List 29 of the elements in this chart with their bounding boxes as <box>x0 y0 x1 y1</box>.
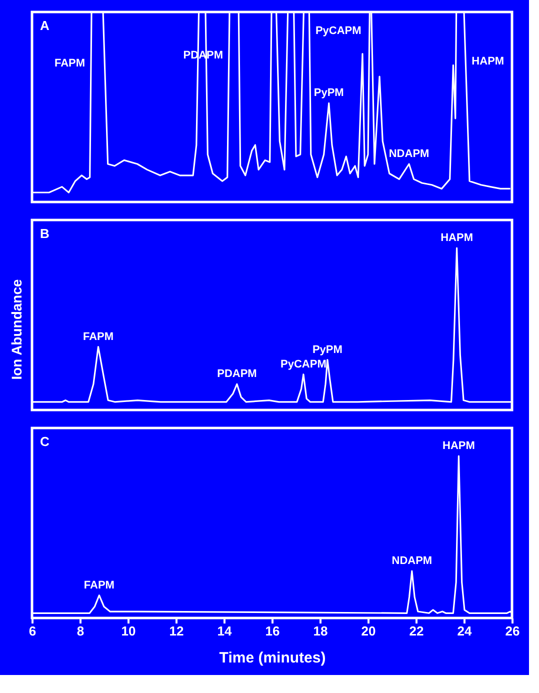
annotation: PDAPM <box>217 368 257 380</box>
x-tick-label: 26 <box>505 624 520 638</box>
annotation: HAPM <box>440 232 473 244</box>
annotation: PyCAPM <box>315 25 362 37</box>
y-axis-title: Ion Abundance <box>8 278 24 380</box>
annotation: PyPM <box>314 87 344 100</box>
annotation: PyCAPM <box>280 358 326 370</box>
annotation: A <box>40 18 50 33</box>
annotation: HAPM <box>472 55 504 68</box>
x-tick-label: 8 <box>76 624 84 638</box>
x-tick-label: 6 <box>28 624 36 638</box>
text: C <box>40 434 50 449</box>
x-tick-label: 18 <box>313 624 328 638</box>
annotation: FAPM <box>82 330 114 343</box>
annotation: NDAPM <box>392 555 432 568</box>
annotation: FAPM <box>84 579 114 592</box>
x-tick-label: 22 <box>409 624 424 638</box>
x-tick-label: 10 <box>121 624 136 638</box>
x-tick-label: 14 <box>217 624 232 638</box>
annotation: HAPM <box>442 440 475 452</box>
text: B <box>40 226 50 241</box>
x-tick-label: 20 <box>361 624 376 638</box>
annotation: FAPM <box>54 57 86 70</box>
x-tick-label: 12 <box>169 624 184 638</box>
annotation: NDAPM <box>388 148 430 160</box>
x-tick-label: 16 <box>265 624 280 638</box>
x-axis-title: Time (minutes) <box>219 650 326 666</box>
annotation: PyPM <box>312 344 342 356</box>
x-tick-label: 24 <box>457 624 472 638</box>
